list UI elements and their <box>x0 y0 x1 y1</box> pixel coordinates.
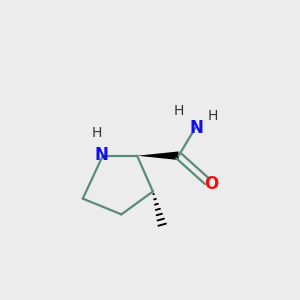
Text: N: N <box>189 119 203 137</box>
Text: O: O <box>204 175 219 193</box>
Text: H: H <box>92 126 102 140</box>
Text: H: H <box>173 104 184 118</box>
Text: N: N <box>94 146 108 164</box>
Polygon shape <box>137 152 178 160</box>
Text: H: H <box>208 109 218 123</box>
